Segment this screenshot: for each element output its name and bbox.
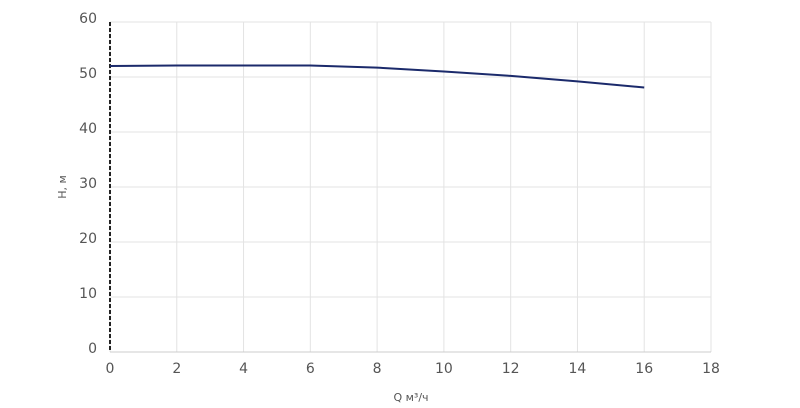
x-tick-label: 18 <box>702 361 720 377</box>
x-axis-label: Q м³/ч <box>393 391 428 404</box>
x-tick-label: 8 <box>373 361 382 377</box>
x-tick-label: 14 <box>569 361 587 377</box>
y-tick-label: 30 <box>79 176 97 192</box>
x-tick-label: 16 <box>635 361 653 377</box>
y-tick-label: 0 <box>88 341 97 357</box>
y-tick-label: 10 <box>79 286 97 302</box>
y-tick-label: 50 <box>79 66 97 82</box>
x-tick-label: 6 <box>306 361 315 377</box>
x-tick-label: 2 <box>172 361 181 377</box>
x-tick-label: 0 <box>106 361 115 377</box>
y-tick-label: 40 <box>79 121 97 137</box>
x-tick-label: 12 <box>502 361 520 377</box>
y-tick-label: 60 <box>79 11 97 27</box>
y-tick-label: 20 <box>79 231 97 247</box>
series-line <box>109 64 645 89</box>
x-tick-label: 4 <box>239 361 248 377</box>
x-tick-label: 10 <box>435 361 453 377</box>
y-axis-label: H, м <box>56 175 69 199</box>
